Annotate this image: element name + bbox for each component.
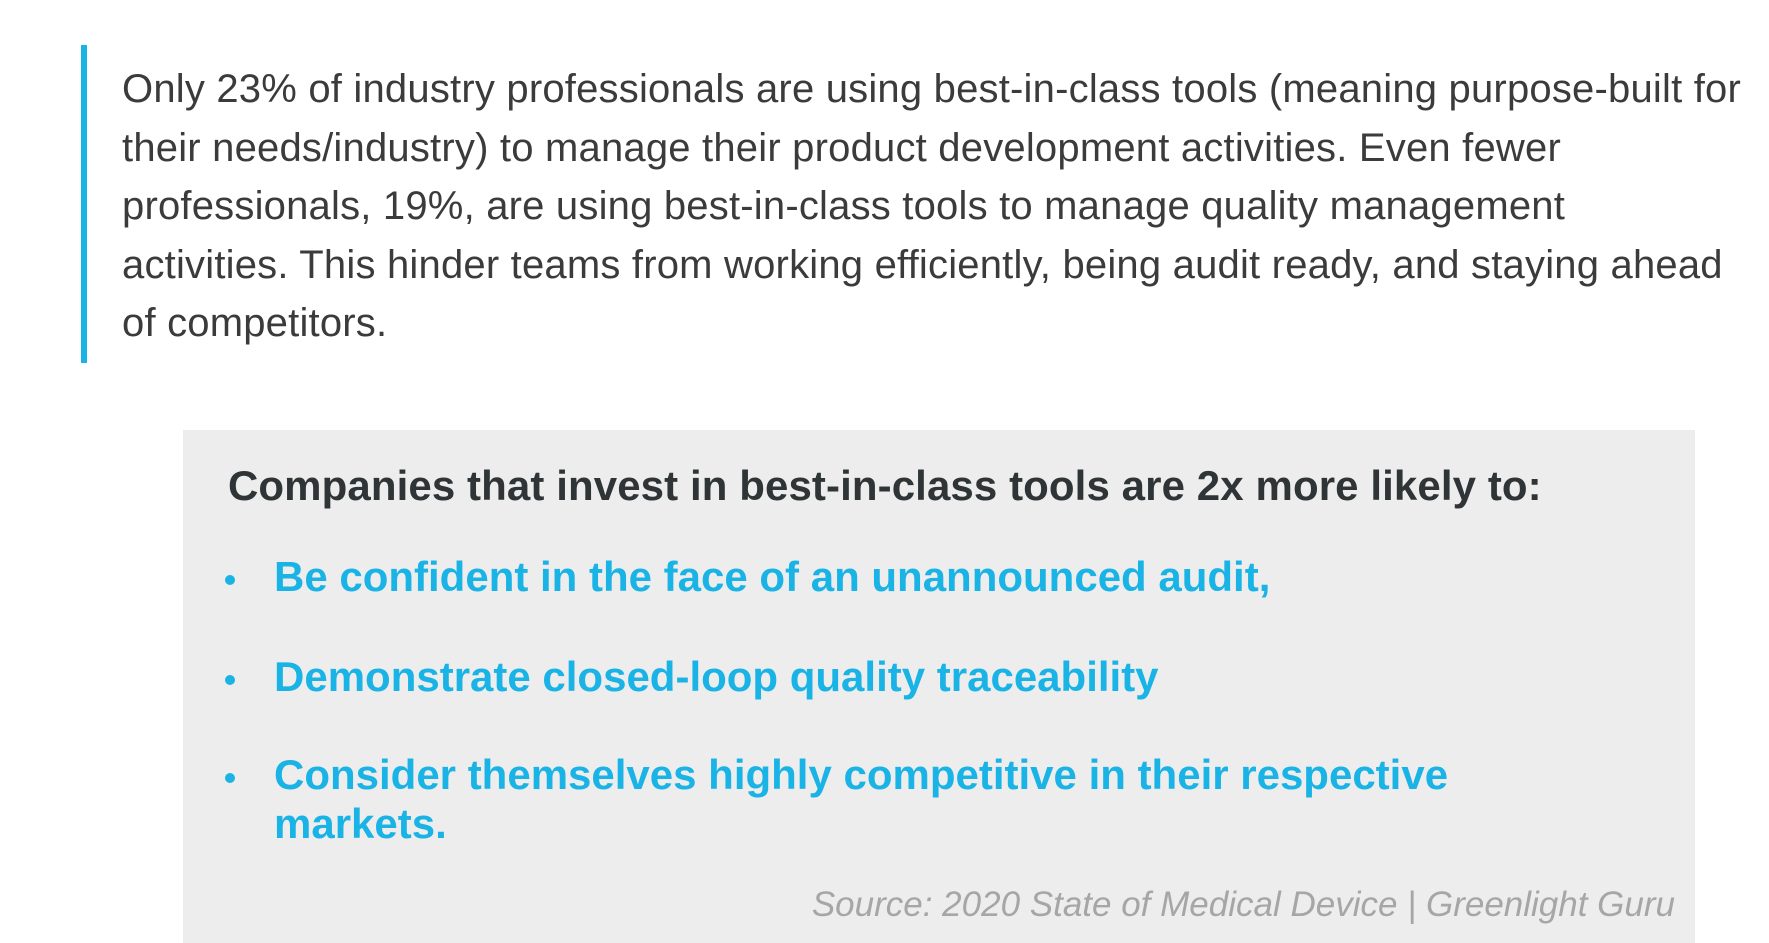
bullet-icon [225, 773, 235, 783]
list-item-text: Consider themselves highly competitive i… [274, 751, 1449, 847]
stat-callout-box: Companies that invest in best-in-class t… [183, 430, 1695, 943]
blockquote-text: Only 23% of industry professionals are u… [122, 67, 1741, 345]
callout-heading: Companies that invest in best-in-class t… [228, 462, 1542, 509]
bullet-icon [225, 675, 235, 685]
list-item-text: Demonstrate closed-loop quality traceabi… [274, 653, 1159, 700]
bullet-icon [225, 575, 235, 585]
list-item-text: Be confident in the face of an unannounc… [274, 553, 1271, 600]
source-citation: Source: 2020 State of Medical Device | G… [811, 885, 1675, 924]
blockquote-accent-bar [81, 45, 87, 363]
